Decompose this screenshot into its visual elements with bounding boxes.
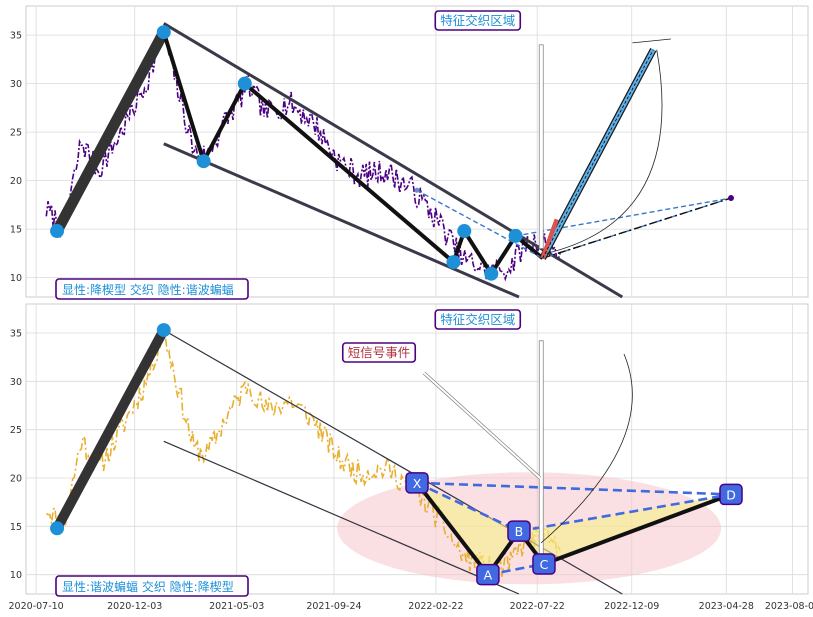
y-tick-label: 35	[10, 329, 22, 340]
pivot-marker	[50, 224, 65, 239]
zigzag-segment	[201, 82, 247, 163]
feature-zone-label-text: 特征交织区域	[440, 312, 515, 327]
x-tick-label: 2020-12-03	[107, 601, 162, 612]
pivot-marker	[508, 228, 523, 243]
pivot-marker	[457, 224, 472, 239]
pivot-marker	[196, 154, 211, 169]
feature-zone-label: 特征交织区域	[434, 309, 522, 330]
pattern-label-box: 显性:降楔型 交织 隐性:谐波蝙蝠	[55, 278, 249, 300]
zigzag-segment	[161, 31, 206, 162]
y-tick-label: 20	[10, 176, 22, 187]
pivot-marker	[484, 266, 499, 281]
pattern-point-A: A	[476, 563, 500, 586]
feature-zone-label: 特征交织区域	[434, 10, 522, 31]
pivot-marker	[446, 255, 461, 270]
pivot-marker	[237, 76, 252, 91]
projection-band-red	[540, 218, 559, 259]
signal-event-label-text: 短信号事件	[348, 345, 411, 360]
pattern-label-frame	[55, 278, 249, 300]
y-tick-label: 30	[10, 377, 22, 388]
signal-event-label-frame	[341, 342, 417, 363]
signal-event-label: 短信号事件	[341, 342, 417, 363]
projection-line	[542, 197, 732, 259]
projection-band-dash	[542, 49, 654, 259]
pattern-dashed-line	[518, 493, 732, 533]
y-tick-label: 25	[10, 128, 22, 139]
pattern-leg	[415, 481, 490, 576]
feature-zone-label-frame	[434, 10, 522, 31]
projection-origin	[414, 187, 420, 193]
price-series-line	[45, 325, 561, 578]
x-tick-label: 2020-07-10	[9, 601, 64, 612]
x-tick-label: 2021-09-24	[306, 601, 361, 612]
pattern-point-box	[719, 483, 743, 506]
pattern-point-box	[476, 563, 500, 586]
y-tick-label: 10	[10, 570, 22, 581]
x-axis: 2020-07-10 2020-12-03 2021-05-03 2021-09-24…	[9, 601, 813, 612]
wedge-line	[163, 440, 520, 595]
x-tick-label: 2022-02-22	[408, 601, 463, 612]
pivot-marker	[156, 323, 171, 338]
pattern-point-B: B	[507, 520, 531, 542]
pattern-fill-bcd	[518, 494, 732, 565]
x-tick-label: 2023-04-28	[699, 601, 754, 612]
y-tick-label: 25	[10, 425, 22, 436]
y-tick-label: 10	[10, 273, 22, 284]
impulse-leg	[52, 325, 169, 534]
x-tick-label: 2021-05-03	[209, 601, 264, 612]
arrow-tip-line	[632, 38, 671, 44]
x-tick-label: 2022-07-22	[510, 601, 565, 612]
pattern-point-D: D	[719, 483, 743, 506]
y-tick-label: 35	[10, 31, 22, 42]
x-tick-label: 2023-08-04	[765, 601, 813, 612]
pattern-dashed-line	[416, 481, 520, 533]
y-tick-label: 15	[10, 225, 22, 236]
pattern-point-box	[507, 520, 531, 542]
pattern-dashed-line	[416, 481, 732, 496]
pivot-marker	[50, 521, 65, 536]
pattern-label-text: 显性:降楔型 交织 隐性:谐波蝙蝠	[62, 282, 234, 297]
x-tick-label: 2022-12-09	[604, 601, 659, 612]
wedge-line	[163, 142, 520, 299]
vertical-arrow-shaft	[538, 44, 544, 249]
pattern-point-label: C	[540, 557, 549, 572]
pattern-point-C: C	[532, 553, 556, 575]
pattern-point-label: A	[484, 568, 493, 583]
impulse-leg	[51, 26, 170, 237]
signal-arrow	[423, 372, 541, 479]
vertical-arrow-shaft	[538, 340, 544, 561]
pattern-label-frame	[55, 575, 249, 597]
feature-zone-label-text: 特征交织区域	[440, 13, 515, 28]
y-tick-label: 20	[10, 474, 22, 485]
pattern-point-box	[405, 472, 429, 494]
pattern-point-label: D	[726, 487, 736, 502]
pattern-label-box: 显性:谐波蝙蝠 交织 隐性:降楔型	[55, 575, 249, 597]
y-tick-label: 30	[10, 79, 22, 90]
pattern-point-label: X	[413, 476, 422, 491]
zigzag-segment	[462, 229, 493, 275]
pattern-point-box	[532, 553, 556, 575]
curved-arrow	[546, 49, 663, 254]
pattern-leg	[543, 492, 732, 566]
target-point	[728, 195, 735, 202]
curved-arrow	[540, 353, 633, 544]
pattern-point-label: B	[515, 524, 524, 539]
pattern-fill-xab	[417, 482, 519, 575]
pattern-label-text: 显性:谐波蝙蝠 交织 隐性:降楔型	[62, 579, 234, 594]
price-series-line	[45, 27, 561, 282]
zigzag-segment	[243, 82, 455, 264]
pivot-marker	[156, 25, 171, 40]
feature-zone-label-frame	[434, 309, 522, 330]
pattern-point-X: X	[405, 472, 429, 494]
y-tick-label: 15	[10, 522, 22, 533]
